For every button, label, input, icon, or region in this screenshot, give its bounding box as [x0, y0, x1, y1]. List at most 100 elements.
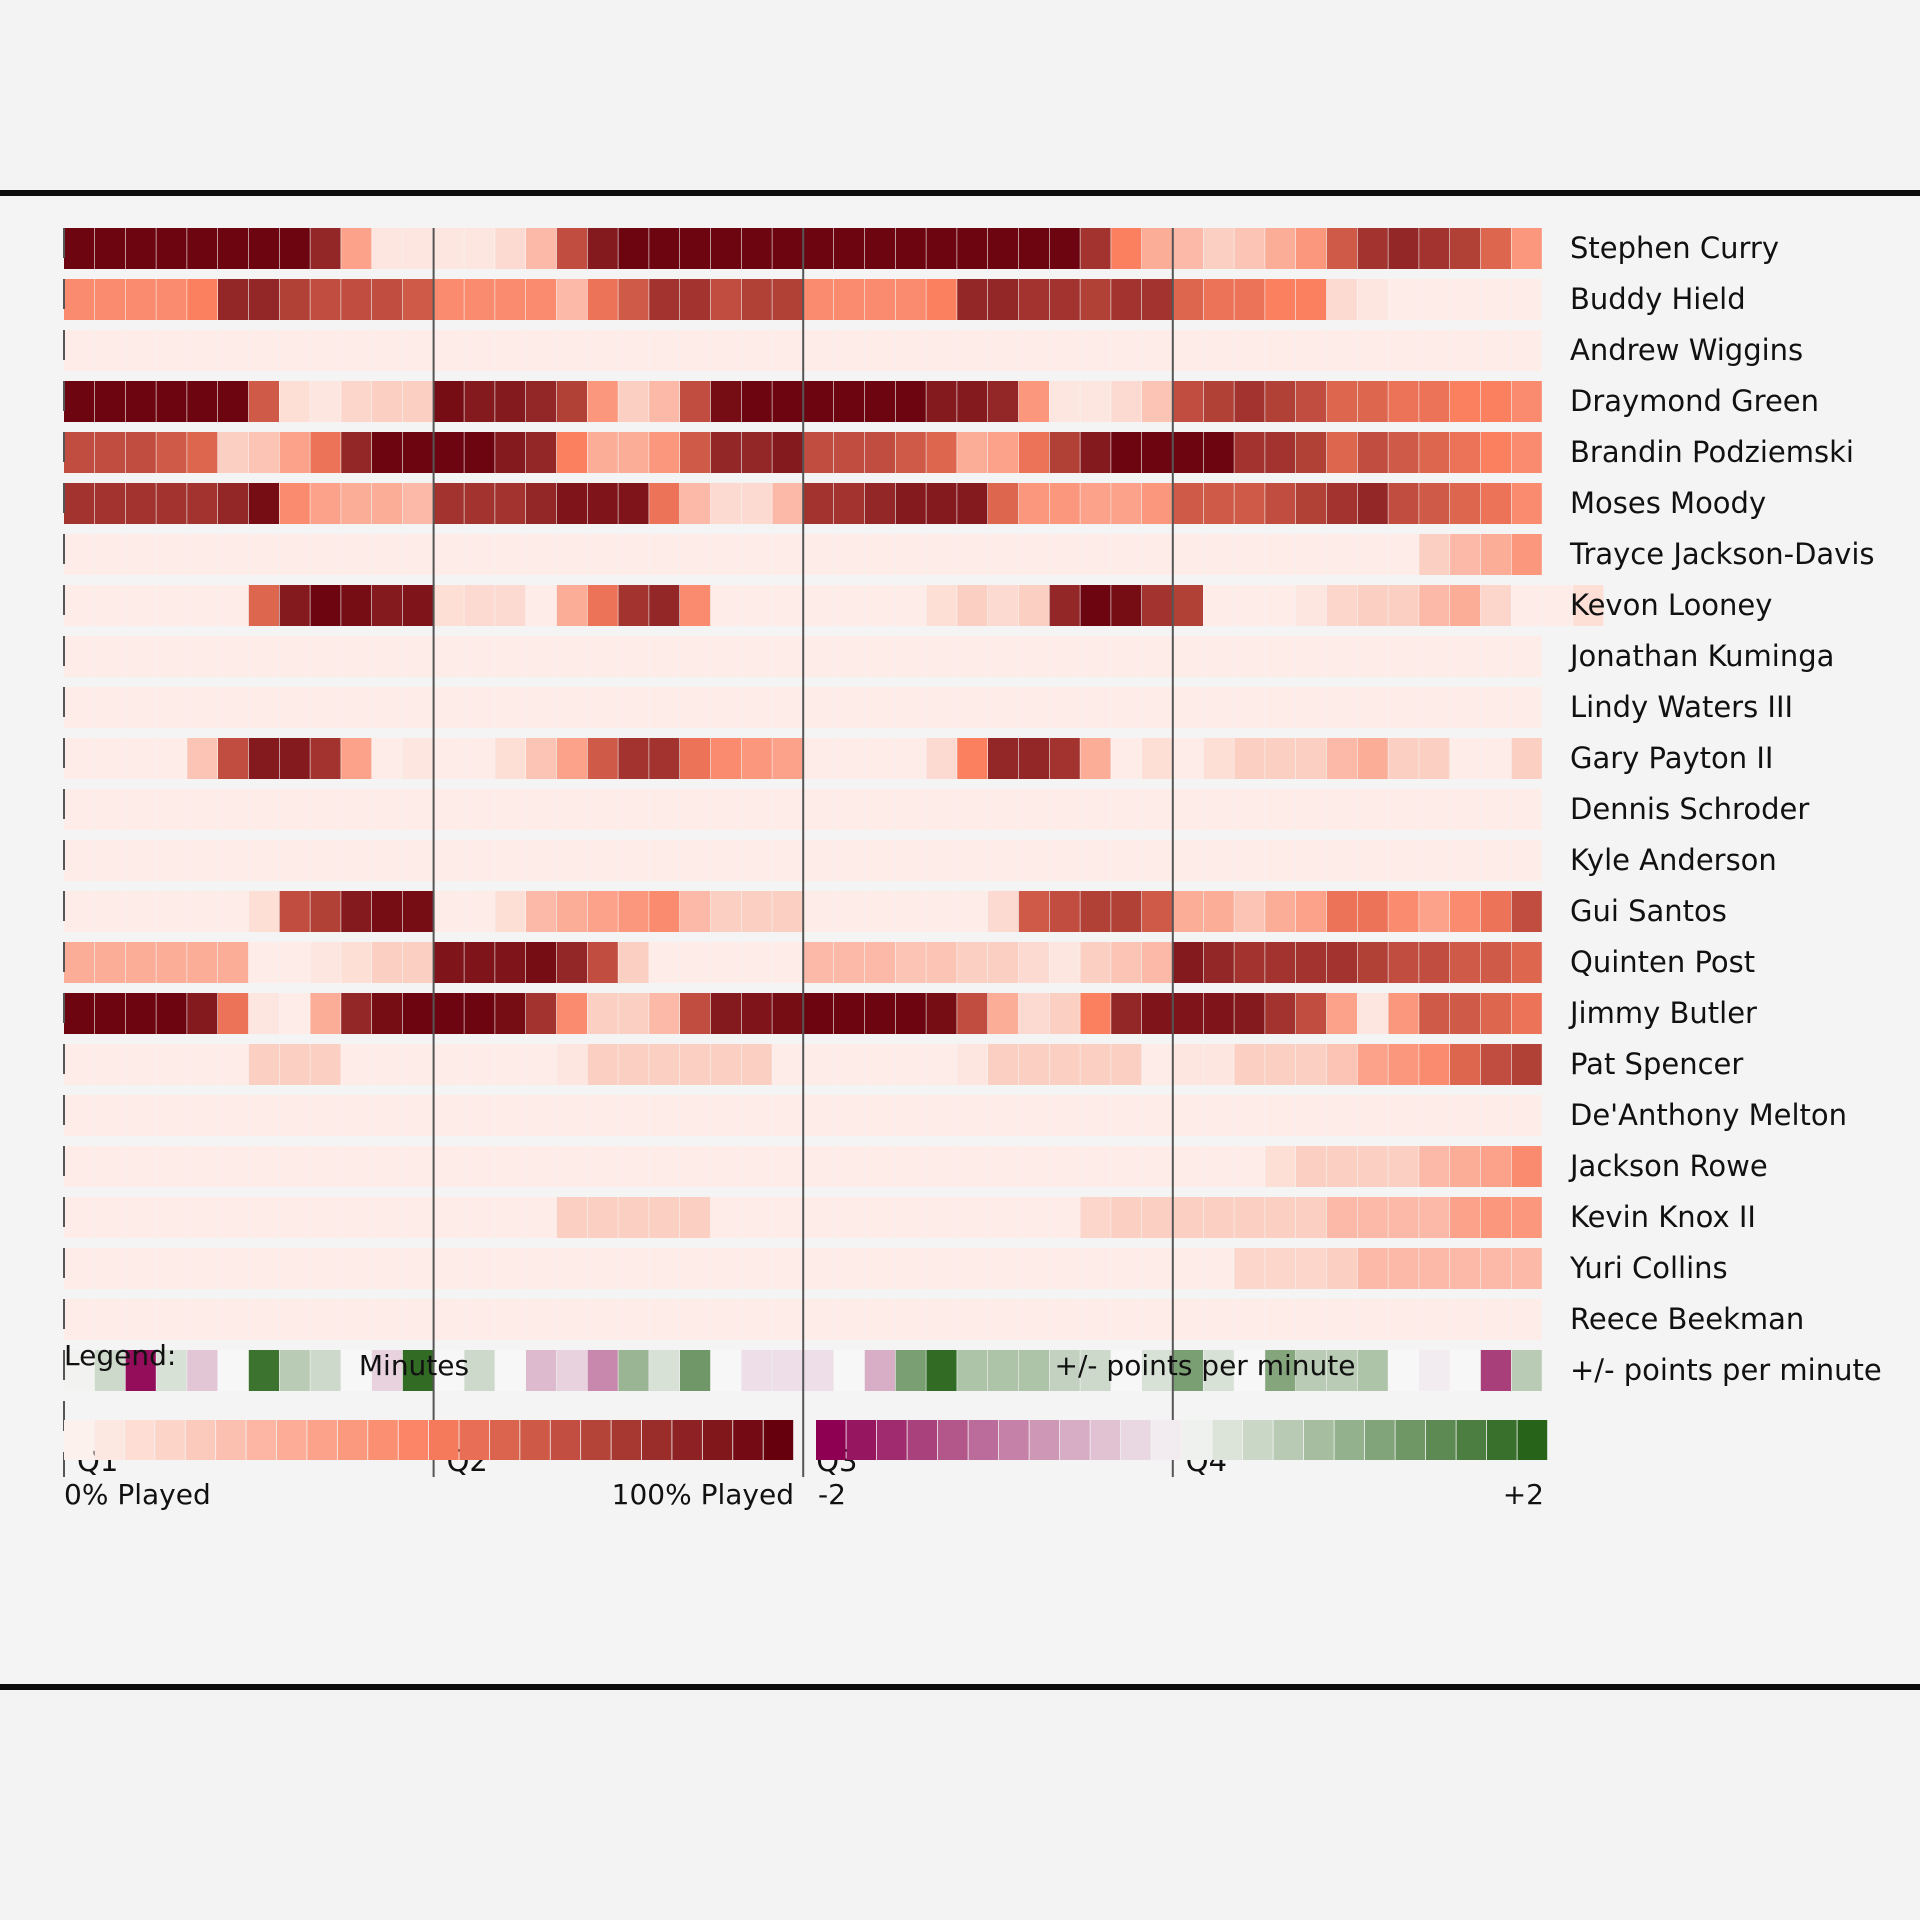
- heatmap-cell: [895, 330, 926, 371]
- heatmap-cell: [310, 942, 341, 983]
- heatmap-cell: [94, 1197, 125, 1238]
- heatmap-cell: [1018, 840, 1049, 881]
- heatmap-cell: [1203, 228, 1234, 269]
- heatmap-cell: [957, 1095, 988, 1136]
- heatmap-cell: [433, 1197, 464, 1238]
- heatmap-cell: [1265, 1044, 1296, 1085]
- heatmap-cell: [187, 1197, 218, 1238]
- heatmap-cell: [926, 432, 957, 473]
- plus-minus-cell: [895, 1350, 926, 1391]
- heatmap-cell: [1388, 993, 1419, 1034]
- heatmap-cell: [957, 279, 988, 320]
- heatmap-cell: [988, 789, 1019, 830]
- heatmap-cell: [1480, 381, 1511, 422]
- heatmap-cell: [187, 738, 218, 779]
- heatmap-cell: [495, 636, 526, 677]
- heatmap-cell: [710, 1044, 741, 1085]
- heatmap-cell: [1542, 585, 1573, 626]
- heatmap-cell: [402, 279, 433, 320]
- heatmap-cell: [94, 432, 125, 473]
- heatmap-cell: [710, 789, 741, 830]
- heatmap-cell: [495, 738, 526, 779]
- heatmap-cell: [556, 1044, 587, 1085]
- heatmap-cell: [218, 789, 249, 830]
- heatmap-cell: [988, 1197, 1019, 1238]
- heatmap-cell: [834, 1299, 865, 1340]
- heatmap-cell: [402, 1299, 433, 1340]
- heatmap-cell: [1419, 1044, 1450, 1085]
- plus-minus-cell: [803, 1350, 834, 1391]
- heatmap-cell: [310, 534, 341, 575]
- heatmap-cell: [248, 1248, 279, 1289]
- heatmap-cell: [1080, 1197, 1111, 1238]
- heatmap-cell: [1234, 789, 1265, 830]
- legend-pm-swatch: [1395, 1420, 1426, 1460]
- heatmap-cell: [433, 993, 464, 1034]
- heatmap-cell: [1049, 585, 1080, 626]
- heatmap-cell: [1111, 228, 1142, 269]
- heatmap-cell: [464, 738, 495, 779]
- plus-minus-cell: [248, 1350, 279, 1391]
- heatmap-cell: [926, 1044, 957, 1085]
- heatmap-cell: [1049, 483, 1080, 524]
- heatmap-cell: [495, 891, 526, 932]
- heatmap-cell: [864, 1095, 895, 1136]
- heatmap-cell: [1573, 585, 1604, 626]
- heatmap-cell: [1388, 483, 1419, 524]
- heatmap-cell: [1265, 840, 1296, 881]
- heatmap-cell: [464, 636, 495, 677]
- heatmap-cell: [218, 228, 249, 269]
- heatmap-cell: [248, 636, 279, 677]
- heatmap-cell: [1080, 483, 1111, 524]
- legend-pm-swatch: [1060, 1420, 1090, 1460]
- legend-minutes-max: 100% Played: [612, 1478, 794, 1511]
- legend-minutes-swatch: [246, 1420, 277, 1460]
- heatmap-cell: [1080, 942, 1111, 983]
- heatmap-cell: [1326, 228, 1357, 269]
- heatmap-cell: [1265, 1197, 1296, 1238]
- heatmap-cell: [957, 1299, 988, 1340]
- legend-pm-swatch: [1029, 1420, 1060, 1460]
- heatmap-cell: [125, 1299, 156, 1340]
- heatmap-cell: [1142, 279, 1173, 320]
- plus-minus-cell: [618, 1350, 649, 1391]
- heatmap-cell: [957, 636, 988, 677]
- heatmap-cell: [1234, 891, 1265, 932]
- heatmap-cell: [803, 330, 834, 371]
- heatmap-cell: [1357, 330, 1388, 371]
- heatmap-cell: [680, 789, 711, 830]
- heatmap-cell: [372, 1197, 403, 1238]
- heatmap-cell: [248, 483, 279, 524]
- heatmap-cell: [803, 942, 834, 983]
- heatmap-cell: [1018, 891, 1049, 932]
- heatmap-cell: [772, 585, 803, 626]
- heatmap-cell: [1080, 993, 1111, 1034]
- heatmap-cell: [248, 993, 279, 1034]
- heatmap-cell: [864, 432, 895, 473]
- heatmap-cell: [1511, 1299, 1542, 1340]
- heatmap-cell: [772, 1146, 803, 1187]
- heatmap-cell: [433, 534, 464, 575]
- heatmap-cell: [1296, 1095, 1327, 1136]
- heatmap-cell: [649, 687, 680, 728]
- player-label: Stephen Curry: [1570, 231, 1779, 265]
- heatmap-cell: [587, 840, 618, 881]
- heatmap-cell: [1018, 381, 1049, 422]
- legend-pm-swatch: [1090, 1420, 1121, 1460]
- heatmap-cell: [864, 738, 895, 779]
- heatmap-cell: [341, 789, 372, 830]
- heatmap-cell: [495, 789, 526, 830]
- heatmap-cell: [957, 993, 988, 1034]
- heatmap-cell: [279, 636, 310, 677]
- heatmap-cell: [94, 228, 125, 269]
- heatmap-cell: [1511, 1146, 1542, 1187]
- heatmap-cell: [526, 993, 557, 1034]
- heatmap-cell: [680, 636, 711, 677]
- heatmap-cell: [1203, 789, 1234, 830]
- legend-pm-max: +2: [1503, 1478, 1544, 1511]
- heatmap-cell: [1357, 891, 1388, 932]
- heatmap-cell: [1203, 687, 1234, 728]
- heatmap-cell: [464, 1197, 495, 1238]
- heatmap-cell: [1142, 585, 1173, 626]
- heatmap-cell: [1049, 891, 1080, 932]
